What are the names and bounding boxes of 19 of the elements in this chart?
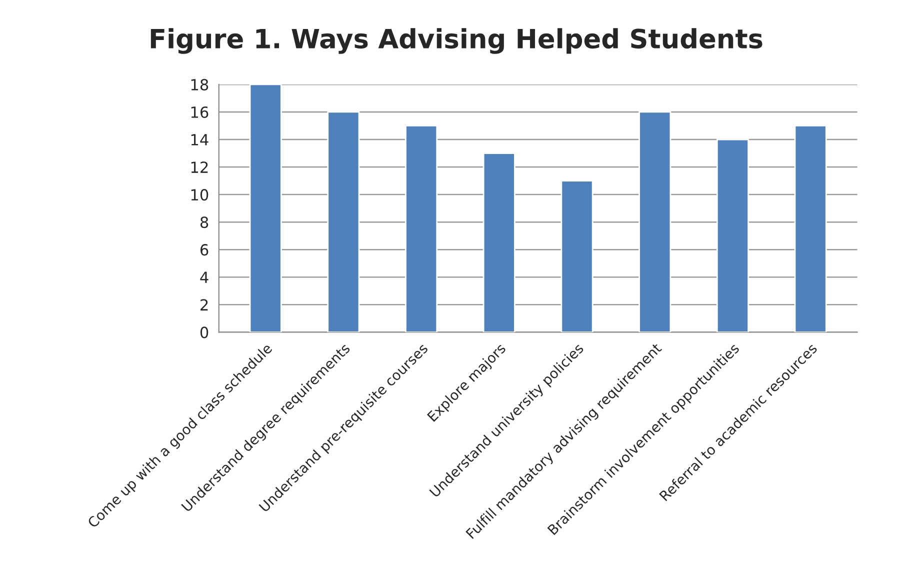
y-tick-label: 12 [191, 161, 208, 173]
bar [794, 125, 827, 332]
bar [327, 111, 360, 332]
bar [560, 180, 594, 332]
chart-title: Figure 1. Ways Advising Helped Students [150, 28, 762, 54]
y-tick-label: 18 [191, 78, 208, 90]
y-tick-label: 14 [191, 134, 208, 146]
y-tick-label: 2 [200, 299, 208, 310]
bar [405, 125, 438, 332]
bar [638, 111, 672, 332]
y-tick-label: 0 [200, 326, 208, 338]
y-tick-label: 6 [200, 244, 208, 256]
y-tick-label: 16 [191, 106, 208, 118]
bar [716, 138, 749, 332]
y-tick-label: 10 [191, 189, 208, 201]
y-tick-label: 8 [200, 216, 208, 228]
bar [482, 152, 516, 332]
y-tick-label: 4 [200, 272, 208, 283]
bar [249, 84, 282, 332]
